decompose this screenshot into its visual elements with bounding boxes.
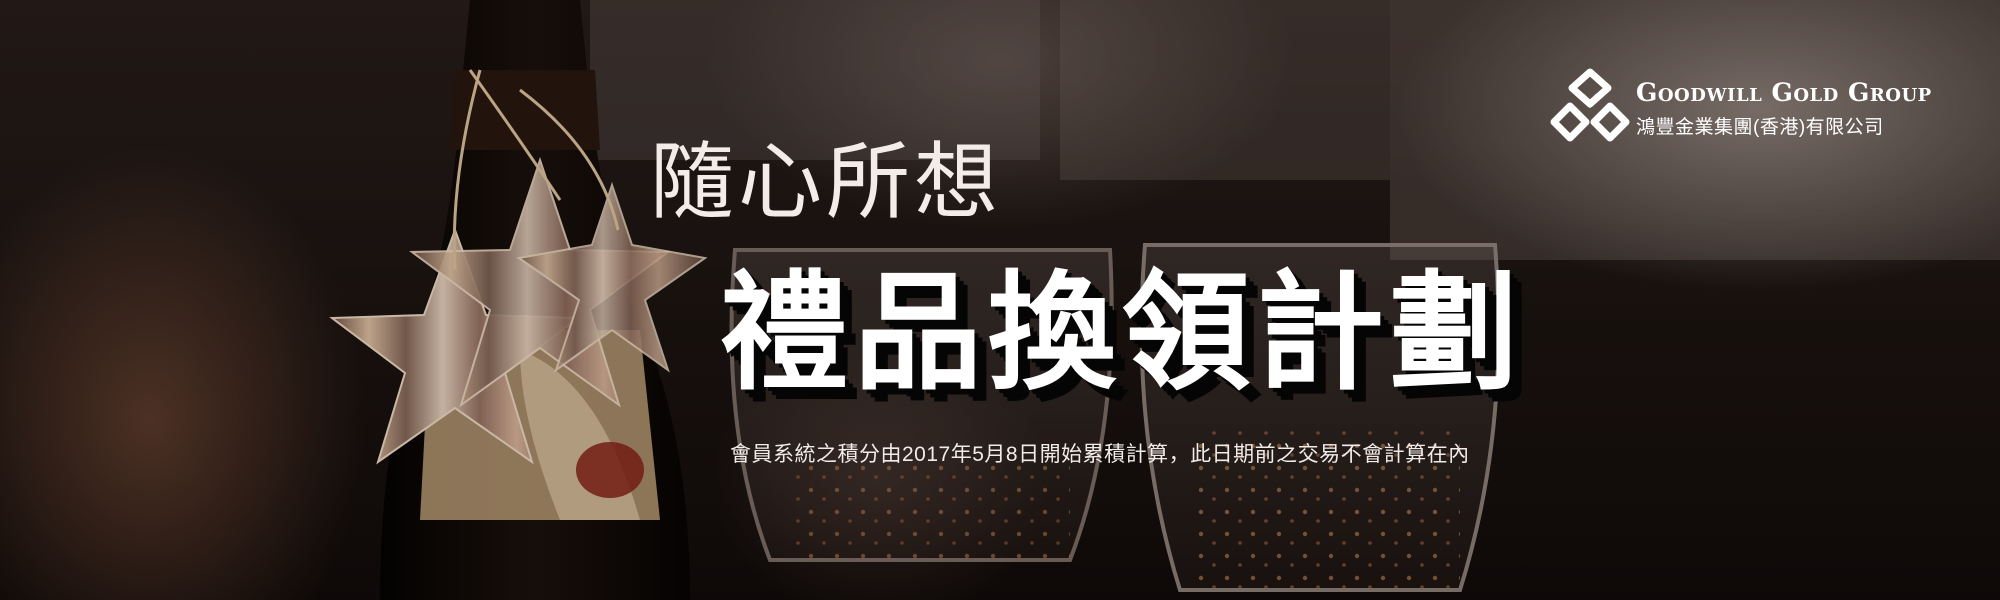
logo-name-en: Goodwill Gold Group: [1636, 78, 1932, 107]
banner-description: 會員系統之積分由2017年5月8日開始累積計算，此日期前之交易不會計算在內: [730, 443, 1470, 466]
company-logo[interactable]: Goodwill Gold Group 鴻豐金業集團(香港)有限公司: [1548, 66, 1931, 146]
logo-mark-icon: [1550, 68, 1630, 142]
glass-right: [1139, 243, 1501, 592]
logo-name-zh: 鴻豐金業集團(香港)有限公司: [1636, 117, 1884, 138]
banner-subtitle: 隨心所想: [650, 133, 1003, 231]
star-ornaments: [329, 69, 708, 465]
banner-title: 禮品換領計劃: [720, 259, 1525, 408]
glass-left: [729, 248, 1114, 562]
